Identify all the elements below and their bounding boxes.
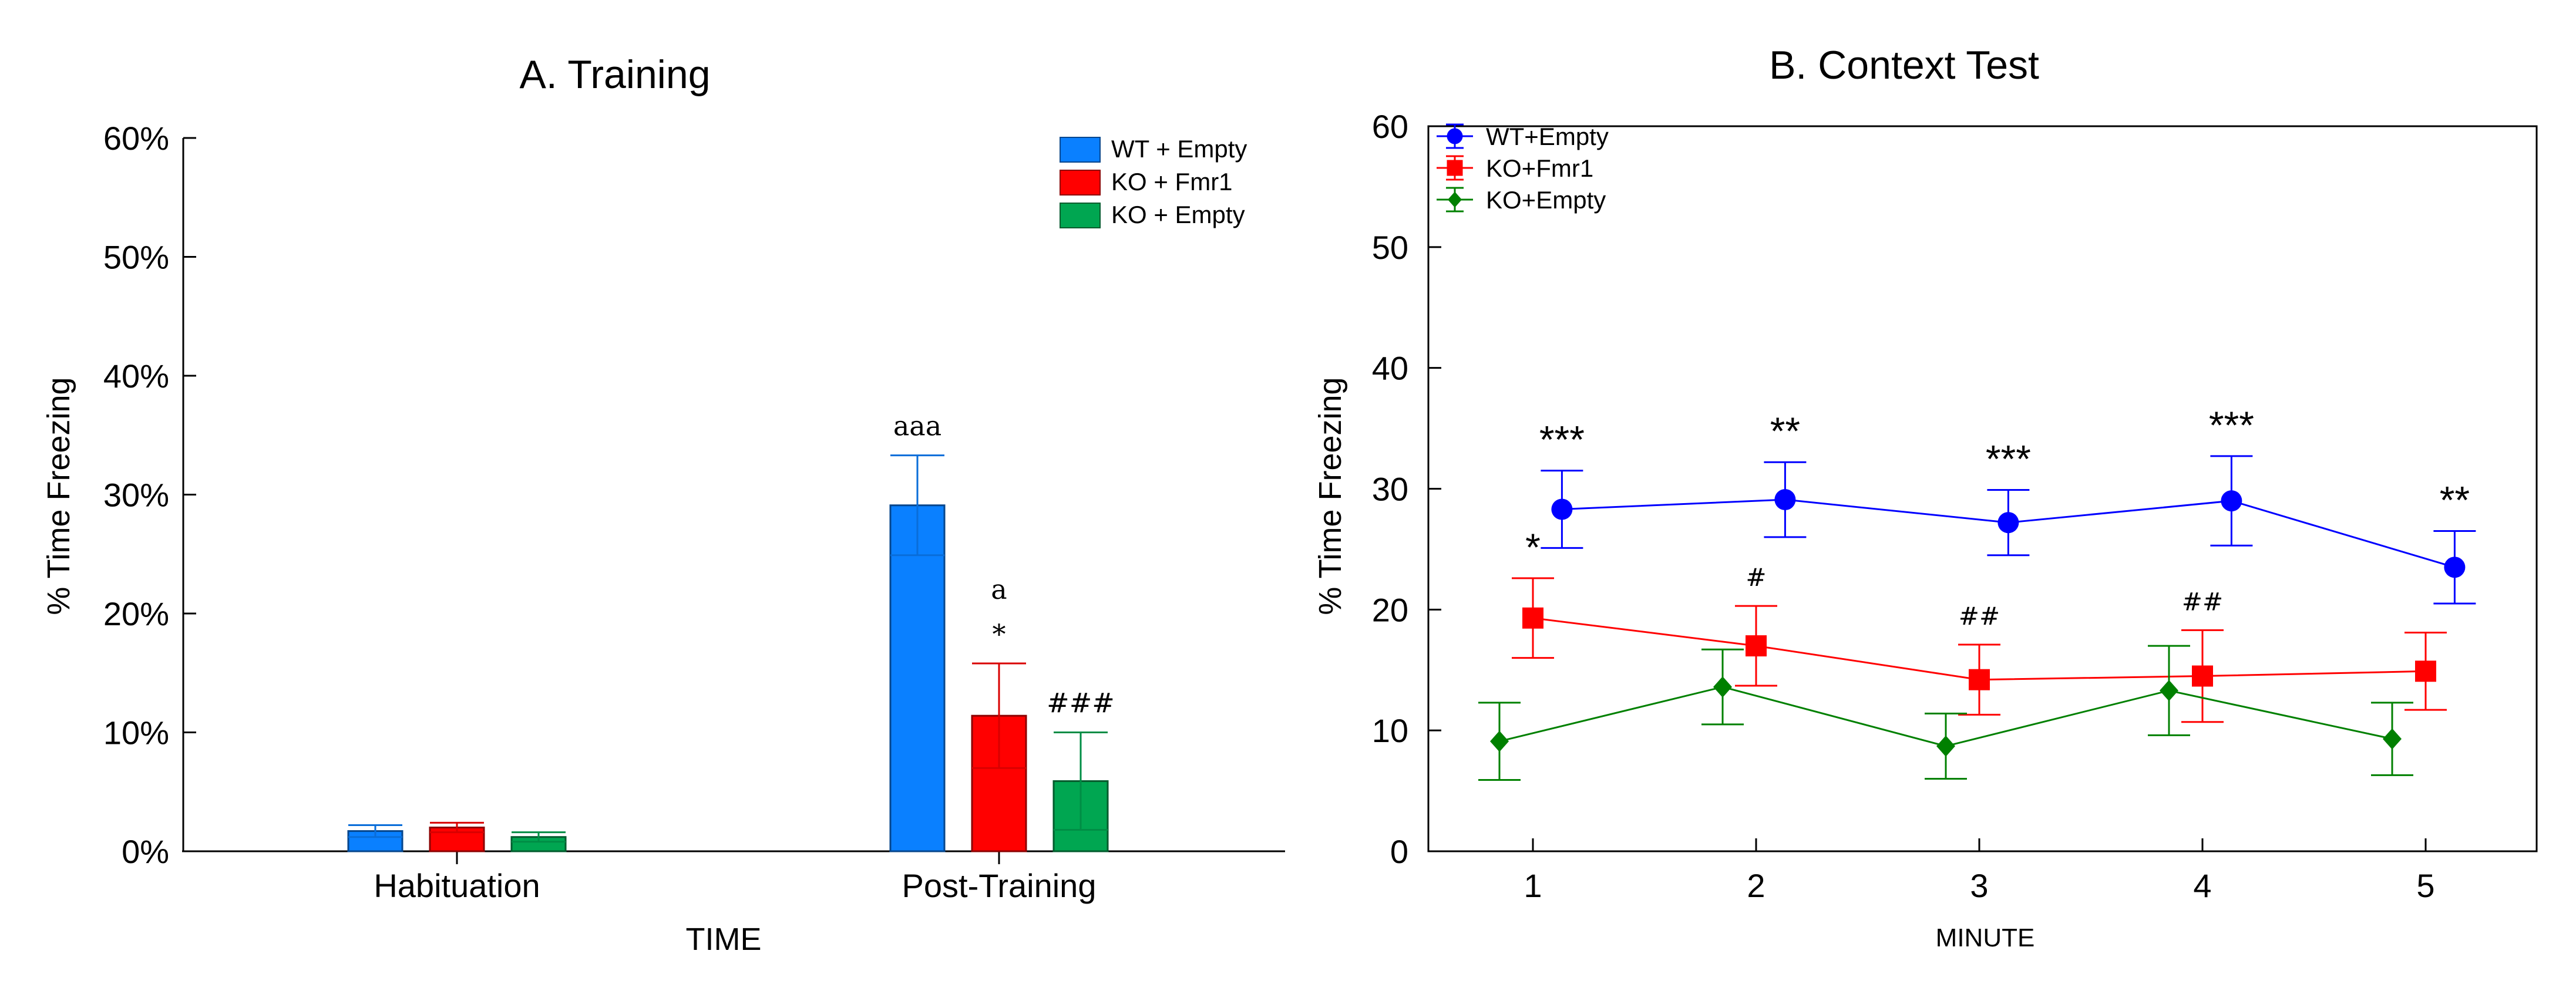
- context-significance-label: ***: [1986, 437, 2031, 481]
- context-data-point: [1522, 607, 1543, 629]
- training-legend-label: KO + Fmr1: [1111, 168, 1233, 195]
- context-legend-marker: [1448, 191, 1462, 208]
- context-legend: WT+Empty KO+Fmr1 KO+Empty: [1437, 123, 1609, 214]
- training-legend-swatch: [1060, 170, 1101, 195]
- training-bar: [889, 504, 946, 852]
- context-test-line-chart: B. Context Test % Time Freezing MINUTE 0…: [1313, 43, 2538, 952]
- context-plot-frame: [1427, 125, 2538, 852]
- context-data-point: [1774, 489, 1796, 511]
- context-significance-label: ***: [2209, 403, 2254, 447]
- context-significance-label: ##: [2182, 587, 2223, 616]
- context-x-axis-label: MINUTE: [1936, 923, 2035, 952]
- context-x-tick-label: 5: [2416, 867, 2434, 904]
- training-category-label: Habituation: [374, 867, 540, 904]
- context-y-tick-label: 0: [1390, 833, 1408, 870]
- context-y-tick-label: 10: [1372, 712, 1408, 749]
- context-x-tick-label: 3: [1970, 867, 1988, 904]
- training-legend-swatch: [1060, 203, 1101, 228]
- training-legend-label: KO + Empty: [1111, 201, 1245, 228]
- context-x-tick-label: 4: [2193, 867, 2211, 904]
- context-x-tick-label: 2: [1747, 867, 1765, 904]
- context-y-tick-label: 50: [1372, 229, 1408, 266]
- context-data-point: [1713, 676, 1732, 698]
- context-data-point: [2383, 728, 2402, 750]
- training-significance-label: aaa: [893, 410, 941, 442]
- context-significance-label: **: [1770, 409, 1800, 453]
- training-y-tick-label: 40%: [103, 358, 169, 395]
- training-chart-title: A. Training: [519, 52, 710, 97]
- training-significance-label: a: [991, 574, 1007, 605]
- context-y-tick-label: 30: [1372, 471, 1408, 508]
- training-legend-label: WT + Empty: [1111, 135, 1247, 163]
- training-y-tick-label: 0%: [122, 833, 169, 870]
- training-significance-label: *: [993, 618, 1006, 650]
- context-data-point: [2415, 660, 2436, 682]
- context-legend-marker: [1447, 160, 1463, 176]
- training-y-tick-label: 30%: [103, 477, 169, 514]
- context-significance-label: ##: [1959, 602, 2000, 631]
- context-data-point: [1490, 730, 1509, 752]
- training-y-tick-label: 10%: [103, 714, 169, 751]
- context-significance-label: #: [1746, 563, 1766, 592]
- context-chart-title: B. Context Test: [1769, 43, 2039, 87]
- context-significance-label: ***: [1539, 418, 1585, 461]
- context-data-point: [1746, 635, 1767, 657]
- training-bar-chart: A. Training % Time Freezing TIME 0% 10% 20…: [41, 52, 1285, 957]
- training-y-tick-label: 20%: [103, 595, 169, 632]
- training-significance-label: ###: [1047, 687, 1115, 719]
- context-significance-label: **: [2440, 478, 2470, 522]
- context-data-point: [1969, 669, 1990, 690]
- context-legend-marker: [1447, 128, 1463, 144]
- context-data-point: [2221, 490, 2242, 512]
- context-data-point: [1997, 512, 2019, 534]
- training-category-label: Post-Training: [902, 867, 1097, 904]
- context-x-tick-label: 1: [1524, 867, 1542, 904]
- context-significance-label: *: [1525, 525, 1541, 569]
- training-legend: WT + Empty KO + Fmr1 KO + Empty: [1060, 135, 1247, 228]
- context-y-tick-label: 40: [1372, 350, 1408, 387]
- training-y-axis-label: % Time Freezing: [41, 377, 76, 615]
- context-data-point: [1936, 735, 1955, 757]
- context-y-tick-label: 20: [1372, 591, 1408, 628]
- context-y-axis-label: % Time Freezing: [1313, 377, 1348, 615]
- context-legend-label: KO+Fmr1: [1486, 154, 1593, 182]
- context-data-point: [1551, 498, 1573, 520]
- training-x-axis-label: TIME: [686, 922, 762, 957]
- context-legend-label: KO+Empty: [1486, 186, 1606, 214]
- context-data-point: [2444, 557, 2466, 578]
- training-y-tick-label: 60%: [103, 120, 169, 157]
- training-y-tick-label: 50%: [103, 239, 169, 276]
- context-data-point: [2192, 665, 2213, 687]
- context-data-point: [2160, 680, 2178, 702]
- context-legend-label: WT+Empty: [1486, 123, 1609, 150]
- training-legend-swatch: [1060, 137, 1101, 163]
- context-y-tick-label: 60: [1372, 108, 1408, 145]
